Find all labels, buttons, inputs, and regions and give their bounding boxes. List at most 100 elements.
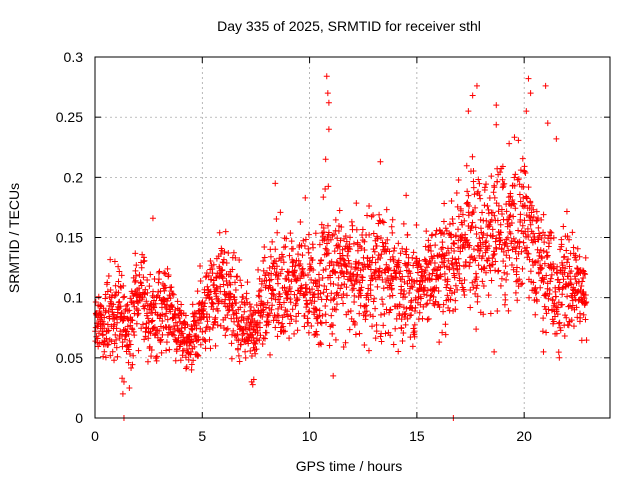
- data-point: [327, 297, 334, 304]
- data-point: [532, 311, 539, 318]
- data-point: [499, 184, 506, 191]
- data-point: [486, 221, 493, 228]
- data-point: [210, 306, 217, 313]
- data-point: [524, 244, 530, 251]
- data-point: [253, 302, 260, 309]
- data-point: [325, 229, 332, 236]
- data-point: [337, 285, 344, 292]
- data-point: [312, 305, 319, 312]
- data-point: [125, 359, 132, 366]
- data-point: [251, 326, 258, 333]
- data-point: [281, 284, 288, 291]
- data-point: [233, 273, 240, 280]
- data-point: [577, 314, 584, 321]
- data-point: [429, 270, 436, 277]
- data-point: [369, 323, 376, 330]
- data-point: [454, 265, 461, 272]
- data-point: [145, 315, 152, 322]
- data-point: [556, 279, 563, 286]
- data-point: [364, 212, 371, 219]
- data-point: [116, 298, 123, 305]
- data-point: [243, 290, 250, 297]
- data-point: [190, 357, 197, 364]
- data-point: [206, 326, 213, 333]
- data-point: [335, 274, 342, 281]
- data-point: [132, 272, 139, 279]
- data-point: [176, 307, 183, 314]
- y-tick-label: 0: [75, 410, 83, 426]
- data-point: [513, 245, 520, 252]
- data-point: [361, 247, 368, 254]
- data-point: [290, 258, 297, 265]
- data-point: [340, 290, 347, 297]
- data-point: [150, 297, 157, 304]
- data-point: [493, 121, 500, 128]
- data-point: [340, 270, 347, 277]
- data-point: [583, 337, 590, 344]
- data-point: [537, 247, 544, 254]
- data-point: [285, 277, 292, 284]
- data-point: [570, 244, 577, 251]
- data-point: [527, 90, 534, 97]
- data-point: [281, 311, 288, 318]
- data-point: [134, 307, 141, 314]
- data-point: [214, 322, 221, 329]
- data-point: [404, 280, 411, 287]
- data-point: [120, 378, 127, 385]
- data-point: [152, 331, 159, 338]
- data-point: [516, 191, 523, 198]
- data-point: [379, 301, 386, 308]
- data-point: [371, 295, 378, 302]
- data-point: [523, 212, 530, 219]
- data-point: [369, 254, 376, 261]
- data-point: [464, 188, 471, 195]
- data-point: [375, 252, 382, 259]
- data-point: [235, 318, 242, 325]
- data-point: [227, 273, 234, 280]
- data-point: [390, 258, 397, 265]
- data-point: [416, 257, 423, 264]
- data-point: [283, 235, 290, 242]
- data-point: [270, 292, 277, 299]
- data-point: [119, 390, 126, 397]
- data-point: [476, 235, 483, 242]
- data-point: [358, 284, 365, 291]
- data-point: [249, 331, 256, 338]
- data-point: [497, 282, 504, 289]
- data-point: [346, 326, 353, 333]
- data-point: [525, 250, 532, 257]
- data-point: [153, 294, 160, 301]
- data-point: [535, 224, 542, 231]
- data-point: [411, 321, 418, 328]
- data-point: [377, 333, 384, 340]
- data-point: [403, 246, 410, 253]
- data-point: [574, 266, 581, 273]
- data-point: [445, 249, 452, 256]
- data-point: [538, 216, 545, 223]
- data-point: [167, 308, 174, 315]
- data-point: [318, 221, 325, 228]
- data-point: [471, 191, 478, 198]
- data-point: [260, 257, 267, 264]
- data-point: [128, 316, 135, 323]
- data-point: [206, 295, 213, 302]
- x-tick-label: 10: [302, 428, 318, 444]
- data-point: [290, 245, 297, 252]
- data-point: [112, 314, 119, 321]
- data-point: [144, 358, 151, 365]
- data-point: [252, 340, 259, 347]
- data-point: [550, 265, 557, 272]
- data-point: [199, 328, 206, 335]
- gridlines: [95, 57, 610, 418]
- data-point: [101, 348, 108, 355]
- data-point: [195, 300, 202, 307]
- data-point: [376, 217, 383, 224]
- data-point: [187, 348, 194, 355]
- data-point: [400, 291, 407, 298]
- data-point: [145, 319, 152, 326]
- data-point: [105, 341, 112, 348]
- data-point: [485, 292, 492, 299]
- data-point: [525, 75, 532, 82]
- data-point: [489, 255, 496, 262]
- data-point: [303, 285, 310, 292]
